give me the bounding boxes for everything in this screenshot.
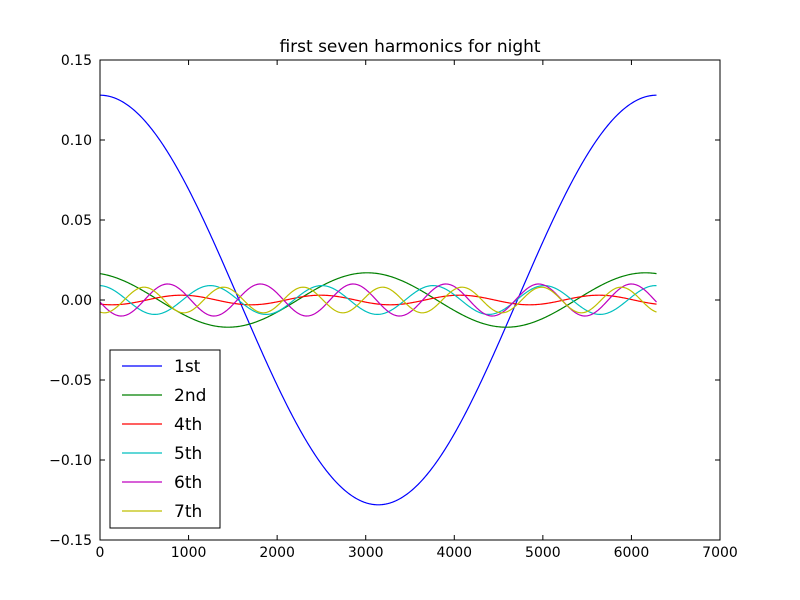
x-tick-label: 4000 xyxy=(436,545,472,561)
y-tick-label: 0.00 xyxy=(61,293,92,309)
series-line-4th xyxy=(100,294,657,306)
legend-label: 5th xyxy=(174,444,202,464)
y-tick-label: 0.15 xyxy=(61,53,92,69)
y-tick-label: −0.10 xyxy=(49,453,92,469)
series-line-7th xyxy=(100,286,657,314)
y-axis: 0.15 0.10 0.05 0.00 −0.05 −0.10 −0.15 xyxy=(49,53,720,549)
y-tick-label: −0.15 xyxy=(49,533,92,549)
x-tick-label: 6000 xyxy=(614,545,650,561)
x-tick-label: 1000 xyxy=(171,545,207,561)
legend-label: 6th xyxy=(174,473,202,493)
series-line-1st xyxy=(100,94,657,506)
chart-title: first seven harmonics for night xyxy=(279,37,540,57)
legend-label: 7th xyxy=(174,502,202,522)
series-line-5th xyxy=(100,284,657,316)
x-tick-label: 5000 xyxy=(525,545,561,561)
series-line-2nd xyxy=(100,272,657,328)
x-tick-label: 3000 xyxy=(348,545,384,561)
x-tick-label: 2000 xyxy=(259,545,295,561)
legend-box xyxy=(109,349,221,529)
legend-label: 1st xyxy=(174,357,201,377)
y-tick-label: 0.10 xyxy=(61,133,92,149)
y-tick-label: 0.05 xyxy=(61,213,92,229)
y-tick-label: −0.05 xyxy=(49,373,92,389)
series-layer xyxy=(100,94,657,506)
legend: 1st 2nd 4th 5th 6th 7th xyxy=(109,349,221,529)
x-tick-label: 0 xyxy=(96,545,105,561)
legend-label: 4th xyxy=(174,415,202,435)
legend-label: 2nd xyxy=(174,386,206,406)
x-axis: 0 1000 2000 3000 4000 5000 6000 7000 xyxy=(96,60,738,561)
x-tick-label: 7000 xyxy=(702,545,738,561)
